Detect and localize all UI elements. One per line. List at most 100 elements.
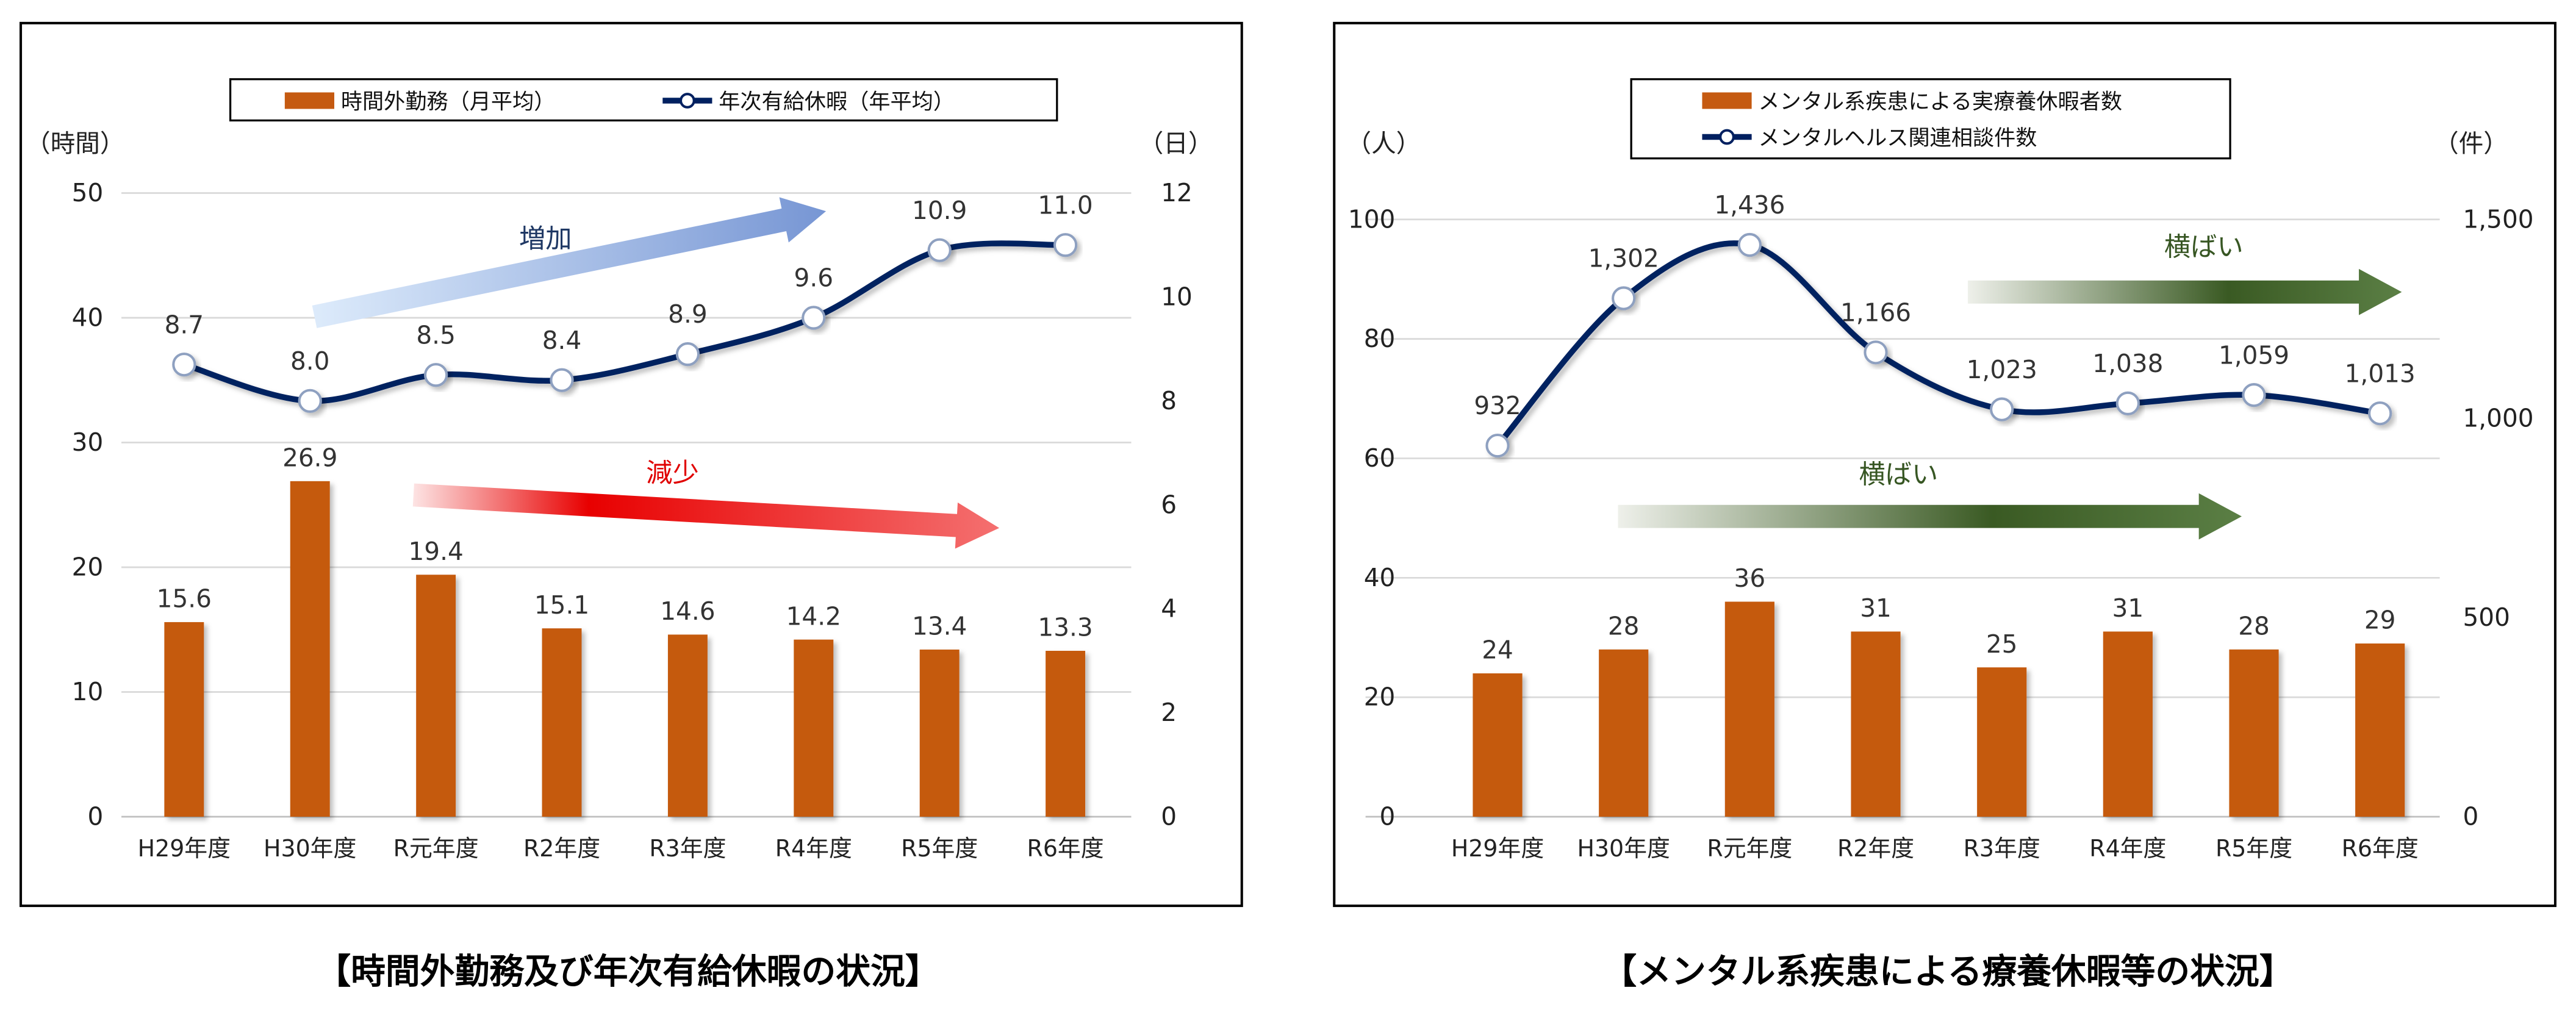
right-axis-unit: （件） — [2434, 129, 2508, 158]
right-axis-tick: 10 — [1161, 282, 1193, 311]
line-data-label: 1,038 — [2092, 349, 2163, 378]
line-marker — [675, 342, 700, 367]
right-axis-tick: 8 — [1161, 386, 1177, 415]
right-axis-unit: （日） — [1139, 129, 1213, 158]
line-data-label: 1,023 — [1967, 355, 2037, 384]
category-label: H29年度 — [138, 835, 231, 862]
right-axis-tick: 1,500 — [2463, 204, 2533, 234]
line-data-label: 932 — [1474, 391, 1521, 420]
line-data-label: 8.5 — [416, 320, 456, 349]
line-data-label: 11.0 — [1038, 190, 1092, 220]
bar — [542, 628, 582, 817]
category-label: R3年度 — [1964, 835, 2040, 862]
bar — [667, 634, 708, 817]
left-axis-tick: 0 — [1380, 802, 1396, 831]
bar — [2103, 631, 2153, 817]
line-data-label: 1,302 — [1588, 244, 1659, 273]
category-label: R6年度 — [2342, 835, 2419, 862]
bar-data-label: 13.3 — [1038, 613, 1092, 642]
line-data-label: 8.4 — [542, 326, 582, 355]
line-data-label: 8.7 — [165, 310, 204, 339]
bar — [919, 649, 960, 817]
legend-label: メンタルヘルス関連相談件数 — [1758, 126, 2037, 151]
bar — [416, 575, 456, 817]
left-axis-tick: 100 — [1348, 204, 1395, 234]
bar — [2229, 649, 2279, 817]
chart-frame — [1333, 21, 2556, 908]
line-data-label: 1,436 — [1714, 190, 1785, 220]
line-data-label: 9.6 — [794, 263, 834, 293]
line-data-label: 1,013 — [2345, 359, 2416, 388]
bar — [1473, 673, 1523, 817]
right-axis-tick: 0 — [2463, 802, 2478, 831]
line-marker — [172, 353, 196, 377]
chart-frame — [20, 21, 1243, 908]
chart-caption: 【時間外勤務及び年次有給休暇の状況】 — [316, 952, 939, 992]
category-label: H30年度 — [1577, 835, 1670, 862]
bar-data-label: 14.2 — [786, 601, 841, 631]
category-label: R4年度 — [2089, 835, 2166, 862]
bar-data-label: 24 — [1482, 636, 1513, 665]
line-marker — [802, 306, 826, 330]
bar-data-label: 19.4 — [408, 537, 463, 566]
bar — [1977, 667, 2027, 817]
line-marker — [1864, 340, 1888, 365]
chart-caption: 【メンタル系疾患による療養休暇等の状況】 — [1602, 952, 2294, 992]
right-axis-tick: 1,000 — [2463, 404, 2533, 433]
bar — [164, 622, 204, 817]
category-label: R元年度 — [393, 835, 479, 862]
left-axis-unit: （時間） — [26, 129, 124, 158]
line-marker — [2115, 391, 2140, 415]
legend-bar-swatch — [1702, 92, 1752, 109]
bar-data-label: 26.9 — [282, 443, 337, 473]
bar — [1046, 651, 1086, 817]
bar-data-label: 15.1 — [534, 590, 589, 620]
left-axis-tick: 40 — [72, 303, 104, 332]
trend-annotation: 横ばい — [2164, 232, 2244, 262]
bar-data-label: 13.4 — [912, 612, 967, 641]
bar-data-label: 36 — [1734, 564, 1766, 593]
line-data-label: 8.0 — [290, 346, 330, 376]
trend-arrow — [1967, 268, 2402, 315]
left-axis-tick: 30 — [72, 428, 104, 457]
legend-label: 時間外勤務（月平均） — [341, 90, 556, 115]
bar — [1599, 649, 1649, 817]
line-marker — [1485, 433, 1510, 458]
line-marker — [1612, 286, 1636, 310]
left-axis-tick: 60 — [1364, 443, 1396, 473]
category-label: R2年度 — [1837, 835, 1914, 862]
legend-bar-swatch — [284, 92, 334, 109]
left-axis-unit: （人） — [1347, 129, 1421, 158]
bar-data-label: 31 — [1860, 593, 1892, 623]
right-axis-tick: 12 — [1161, 178, 1193, 207]
right-axis-tick: 6 — [1161, 490, 1177, 519]
left-axis-tick: 80 — [1364, 324, 1396, 353]
category-label: R4年度 — [775, 835, 852, 862]
bar — [290, 481, 330, 817]
right-axis-tick: 4 — [1161, 594, 1177, 623]
bar-data-label: 25 — [1986, 629, 2018, 659]
trend-arrow — [1618, 493, 2242, 540]
legend-box — [229, 78, 1058, 122]
bar-data-label: 15.6 — [157, 584, 212, 614]
line-data-label: 10.9 — [912, 196, 967, 225]
category-label: R6年度 — [1027, 835, 1104, 862]
bar-data-label: 14.6 — [660, 597, 715, 626]
bar — [1851, 631, 1901, 817]
category-label: R2年度 — [523, 835, 600, 862]
line-marker — [1990, 397, 2014, 421]
trend-arrow — [312, 197, 827, 328]
line-marker — [1053, 233, 1078, 257]
line-marker — [1737, 232, 1762, 257]
line-marker — [298, 389, 322, 413]
trend-annotation: 増加 — [519, 224, 572, 254]
left-axis-tick: 20 — [1364, 683, 1396, 712]
legend-marker-icon — [1719, 129, 1735, 145]
line-marker — [2242, 383, 2266, 407]
right-axis-tick: 0 — [1161, 802, 1177, 831]
legend-marker-icon — [680, 93, 695, 109]
left-axis-tick: 20 — [72, 553, 104, 582]
